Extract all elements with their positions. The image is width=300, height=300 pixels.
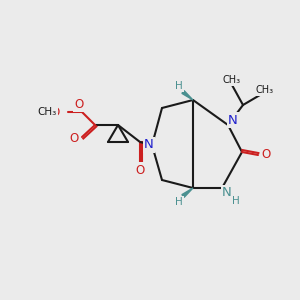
Text: O: O bbox=[261, 148, 271, 161]
Text: CH₃: CH₃ bbox=[38, 107, 57, 117]
Text: H: H bbox=[175, 81, 183, 91]
Text: N: N bbox=[228, 113, 238, 127]
Polygon shape bbox=[182, 188, 193, 197]
Text: CH₃: CH₃ bbox=[256, 85, 274, 95]
Text: O: O bbox=[135, 164, 145, 176]
Text: CH₃: CH₃ bbox=[223, 75, 241, 85]
Text: H: H bbox=[232, 196, 240, 206]
Polygon shape bbox=[182, 91, 193, 100]
Text: O: O bbox=[50, 106, 60, 118]
Text: O: O bbox=[74, 98, 84, 110]
Text: N: N bbox=[222, 187, 232, 200]
Text: O: O bbox=[69, 133, 79, 146]
Text: H: H bbox=[175, 197, 183, 207]
Text: N: N bbox=[144, 139, 154, 152]
